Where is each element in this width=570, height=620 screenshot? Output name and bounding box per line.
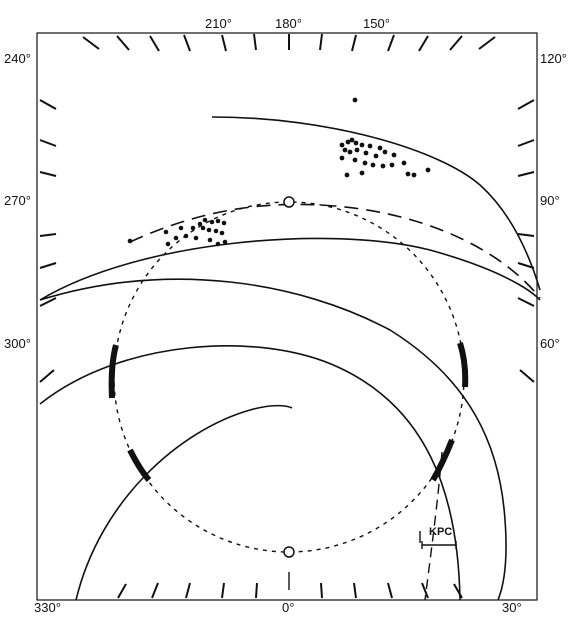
top-label-210: 210°	[205, 16, 232, 31]
tick-top-8	[319, 33, 323, 51]
bottom-label-0: 0°	[282, 600, 295, 615]
dashed-arc	[129, 203, 541, 299]
tick-bottom-2	[151, 582, 159, 599]
arm-perseus	[39, 237, 541, 301]
tick-bottom-6	[320, 582, 323, 599]
tick-right-6	[517, 297, 535, 307]
tick-bottom-7	[353, 582, 357, 599]
right-label-90: 90°	[540, 193, 560, 208]
tick-top-1	[82, 36, 100, 50]
tick-right-3	[517, 171, 535, 177]
tick-bottom-4	[221, 582, 225, 599]
tangent-left-upper	[108, 344, 119, 399]
tangent-left-lower	[127, 448, 152, 482]
border-ticks	[39, 33, 535, 599]
tick-top-6	[253, 33, 257, 51]
arm-outer	[211, 116, 541, 291]
tick-left-6	[39, 297, 57, 307]
tick-right-4	[517, 233, 535, 237]
top-label-150: 150°	[363, 16, 390, 31]
scale-bar	[419, 531, 457, 549]
tick-top-4	[183, 34, 191, 52]
tick-right-1	[517, 99, 535, 110]
spiral-arms	[39, 116, 541, 601]
tick-top-11	[418, 35, 429, 52]
center-marker	[283, 546, 295, 558]
tick-bottom-5	[255, 582, 258, 599]
left-label-300: 300°	[4, 336, 31, 351]
tick-top-12	[449, 35, 463, 51]
arm-sagittarius	[39, 345, 461, 601]
right-label-120: 120°	[540, 51, 567, 66]
tick-top-5	[221, 34, 227, 52]
right-label-60: 60°	[540, 336, 560, 351]
tick-left-5	[39, 262, 57, 269]
cluster-upper-left	[127, 217, 228, 247]
tick-top-10	[387, 34, 395, 52]
tangent-right-lower	[430, 438, 455, 482]
tick-bottom-3	[185, 582, 191, 599]
tick-left-2	[39, 139, 57, 147]
tick-bottom-1	[117, 583, 127, 599]
scale-bar-label: KPC	[429, 526, 453, 538]
plot-frame	[36, 32, 538, 601]
tick-top-3	[149, 35, 160, 52]
tick-left-7	[39, 369, 55, 383]
tick-right-5	[517, 262, 535, 269]
tick-right-7	[519, 369, 535, 383]
arm-sagittarius-outer	[39, 278, 507, 601]
tick-left-4	[39, 233, 57, 237]
sun-marker	[283, 196, 295, 208]
tick-top-13	[478, 36, 496, 50]
tick-top-9	[351, 34, 357, 52]
tick-bottom-10	[453, 583, 463, 599]
bottom-label-30: 30°	[502, 600, 522, 615]
cluster-upper-right	[339, 97, 431, 178]
tangent-segments	[108, 342, 469, 482]
left-label-270: 270°	[4, 193, 31, 208]
tick-top-2	[116, 35, 130, 51]
tick-bottom-8	[387, 582, 393, 599]
tick-right-2	[517, 139, 535, 147]
tick-left-1	[39, 99, 57, 110]
tick-left-3	[39, 171, 57, 177]
arm-inner	[75, 404, 293, 601]
tangent-right-upper	[457, 342, 469, 388]
tick-bottom-9	[421, 582, 429, 599]
left-label-240: 240°	[4, 51, 31, 66]
top-label-180: 180°	[275, 16, 302, 31]
bottom-label-330: 330°	[34, 600, 61, 615]
